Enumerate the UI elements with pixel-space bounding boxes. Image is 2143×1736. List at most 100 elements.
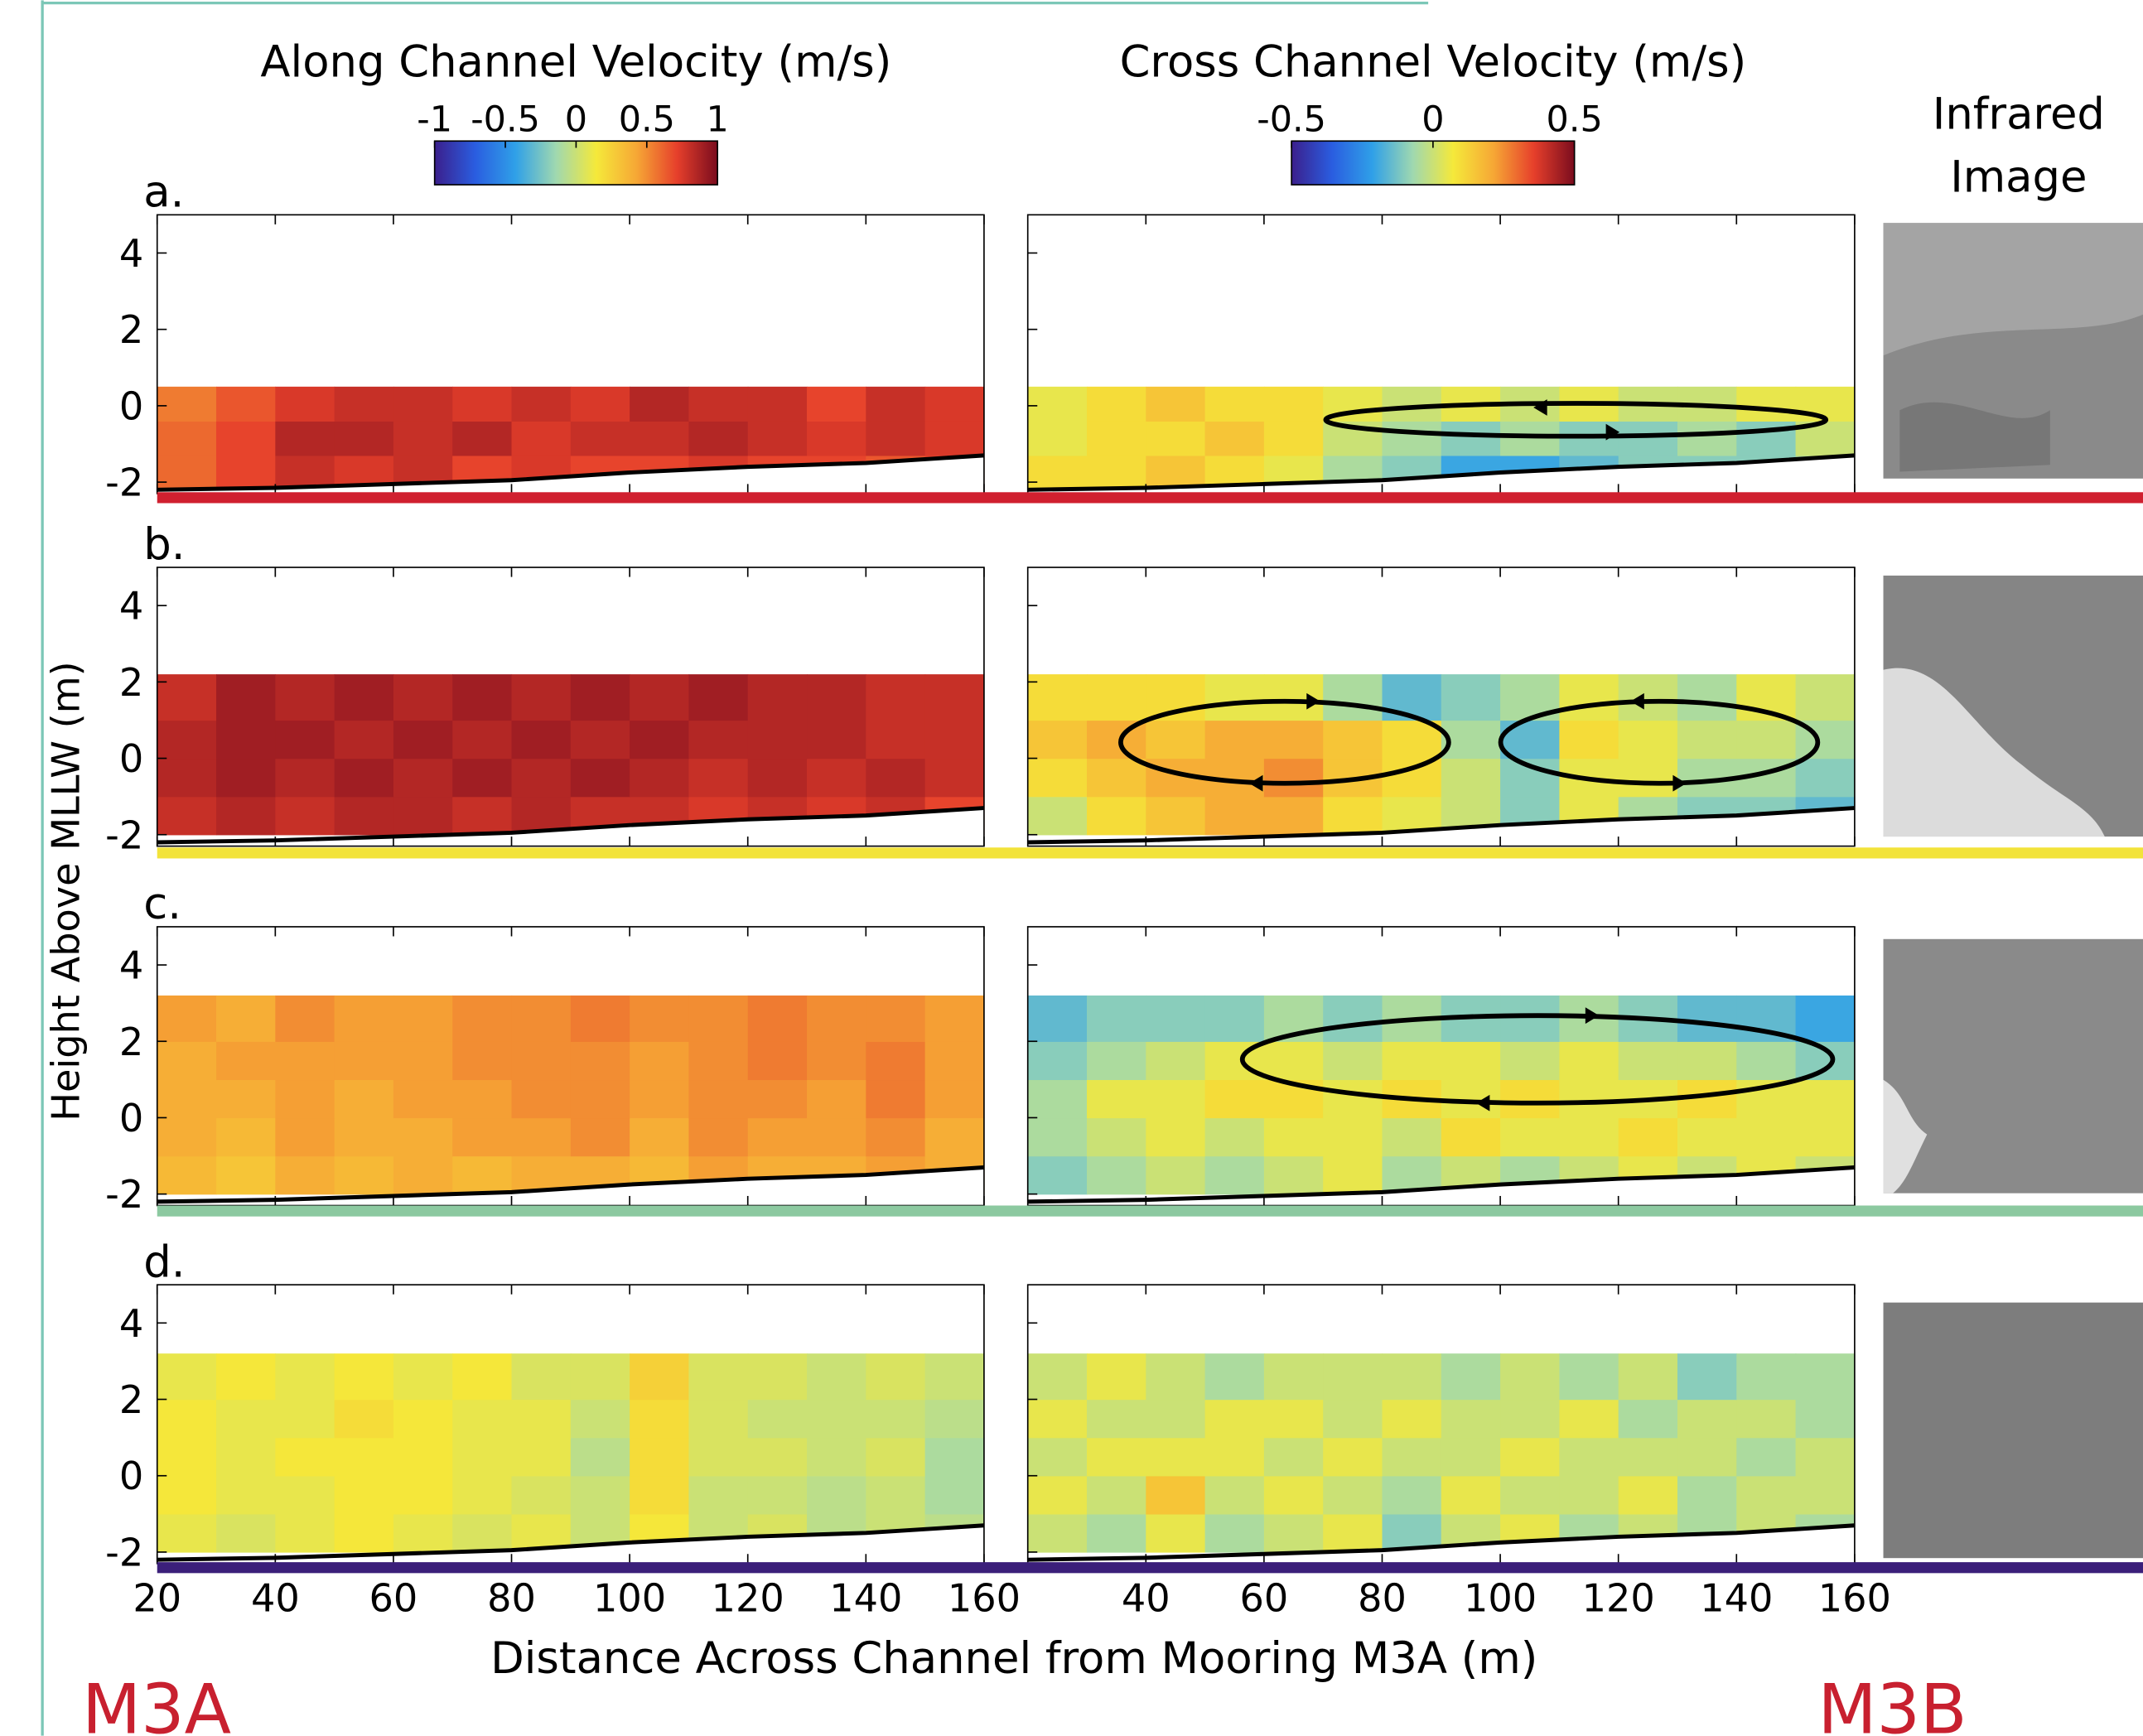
- circulation-arrows: [1248, 399, 1687, 1112]
- cell: [866, 1475, 926, 1515]
- cell: [393, 386, 453, 422]
- arrow: [1306, 692, 1320, 710]
- cell: [1146, 796, 1206, 836]
- colorbar-tick-label: 0.5: [1547, 99, 1603, 141]
- seabed: [157, 1167, 984, 1206]
- y-tick-label: 0: [119, 1454, 143, 1498]
- cell: [334, 1155, 394, 1195]
- cell: [1500, 995, 1561, 1042]
- cell: [630, 1437, 690, 1477]
- cell: [1677, 1437, 1737, 1477]
- cell: [1323, 720, 1383, 760]
- cell: [630, 386, 690, 422]
- cell: [157, 995, 217, 1042]
- cell: [157, 1475, 217, 1515]
- cell: [275, 1513, 335, 1553]
- cell: [511, 386, 572, 422]
- cell: [1263, 1353, 1324, 1401]
- y-tick-label: 4: [119, 231, 143, 276]
- cell: [1795, 386, 1856, 422]
- cell: [157, 1079, 217, 1119]
- cell: [1087, 1155, 1146, 1195]
- separators: [157, 492, 2143, 1574]
- cell: [747, 1475, 808, 1515]
- colorbar-title: Along Channel Velocity (m/s): [260, 37, 891, 88]
- cell: [216, 674, 276, 721]
- cell: [1263, 421, 1324, 456]
- x-tick-label: 100: [593, 1576, 666, 1621]
- cell: [216, 1041, 276, 1081]
- cell: [688, 386, 749, 422]
- cell: [1500, 1079, 1561, 1119]
- cell: [157, 421, 217, 456]
- cell: [334, 386, 394, 422]
- cell: [630, 674, 690, 721]
- cell: [1146, 720, 1206, 760]
- cell: [1323, 1041, 1383, 1081]
- cell: [1204, 720, 1265, 760]
- seabed: [157, 1525, 984, 1564]
- circulation-ellipse: [1118, 698, 1451, 786]
- panel: -2 0 2 4b.: [105, 519, 985, 857]
- cell: [866, 1399, 926, 1439]
- axes-frame: [1026, 567, 1856, 847]
- cell: [688, 720, 749, 760]
- cell: [334, 1437, 394, 1477]
- cell: [1559, 1353, 1619, 1401]
- cell: [866, 1437, 926, 1477]
- cell: [924, 386, 985, 422]
- panel-label: d.: [143, 1237, 185, 1287]
- cell: [334, 1353, 394, 1401]
- cell: [1027, 1513, 1088, 1553]
- cell: [747, 758, 808, 798]
- cell: [157, 386, 217, 422]
- cell: [630, 1475, 690, 1515]
- cell: [334, 995, 394, 1042]
- y-tick-label: -2: [105, 461, 143, 505]
- cell: [1087, 1399, 1146, 1439]
- cell: [924, 1079, 985, 1119]
- arrow: [1605, 423, 1620, 441]
- cell: [924, 1353, 985, 1401]
- cell: [1027, 1353, 1088, 1401]
- infrared-image: [1883, 1302, 2143, 1559]
- cell: [1204, 421, 1265, 456]
- cell: [1382, 1117, 1442, 1157]
- panel-label: b.: [143, 519, 185, 570]
- colorbar-title: Cross Channel Velocity (m/s): [1120, 37, 1747, 88]
- cell: [1087, 995, 1146, 1042]
- colorbar: [1291, 140, 1576, 186]
- cell: [1146, 1041, 1206, 1081]
- cell: [452, 796, 513, 836]
- cell: [275, 674, 335, 721]
- cell: [1795, 1353, 1856, 1401]
- seabed: [1027, 455, 1855, 494]
- x-tick-label: 140: [829, 1576, 902, 1621]
- cell: [807, 1475, 866, 1515]
- cell: [747, 1117, 808, 1157]
- cell: [1146, 1513, 1206, 1553]
- cell: [1559, 1117, 1619, 1157]
- cell: [393, 720, 453, 760]
- cell: [1677, 1117, 1737, 1157]
- y-tick-label: 4: [119, 1301, 143, 1346]
- colorbar-tick-label: -0.5: [471, 99, 540, 141]
- separator: [157, 492, 2143, 504]
- cell: [866, 1353, 926, 1401]
- cell: [747, 674, 808, 721]
- cell: [1618, 1353, 1678, 1401]
- cell: [570, 421, 630, 456]
- cell: [1087, 421, 1146, 456]
- cell: [157, 674, 217, 721]
- cell: [570, 674, 630, 721]
- cell: [1559, 1399, 1619, 1439]
- x-tick-label: 160: [948, 1576, 1021, 1621]
- cell: [452, 720, 513, 760]
- cell: [1263, 1437, 1324, 1477]
- cell: [1027, 455, 1088, 490]
- cell: [275, 1117, 335, 1157]
- cell: [630, 421, 690, 456]
- cell: [452, 1437, 513, 1477]
- cell: [1618, 1399, 1678, 1439]
- cell: [1795, 1117, 1856, 1157]
